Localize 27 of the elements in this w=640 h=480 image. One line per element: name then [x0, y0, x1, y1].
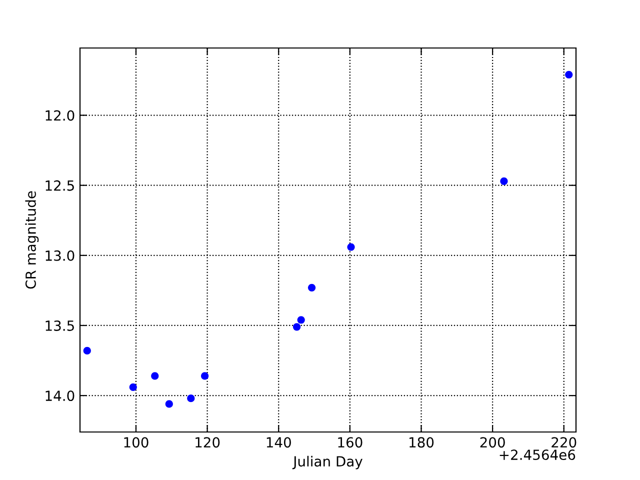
point	[187, 394, 195, 402]
y-tick-label: 13.0	[46, 250, 74, 261]
point	[292, 323, 301, 331]
point	[165, 400, 173, 408]
y-tick-label: 12.0	[46, 110, 74, 121]
point	[129, 383, 137, 391]
point	[565, 70, 573, 78]
x-tick-label: 200	[480, 437, 505, 448]
y-tick-label: 12.5	[46, 180, 74, 191]
text: +2.4564e6	[500, 450, 576, 460]
x-tick-label: 220	[552, 437, 576, 448]
point	[151, 372, 159, 380]
x-tick-label: 140	[266, 437, 291, 448]
x-axis-title: Julian Day	[292, 456, 362, 470]
point	[347, 243, 355, 251]
x-tick-label: 100	[124, 437, 148, 448]
point	[500, 177, 508, 185]
point	[308, 284, 316, 292]
point	[201, 372, 209, 380]
point	[297, 316, 305, 324]
x-tick-label: 160	[338, 437, 362, 448]
y-tick-label: 14.0	[46, 390, 74, 402]
y-tick-label: 13.5	[46, 320, 74, 331]
x-tick-label: 120	[196, 437, 220, 448]
point	[83, 346, 91, 355]
x-tick-label: 180	[410, 437, 434, 448]
y-axis-title: CR magnitude	[25, 191, 39, 289]
